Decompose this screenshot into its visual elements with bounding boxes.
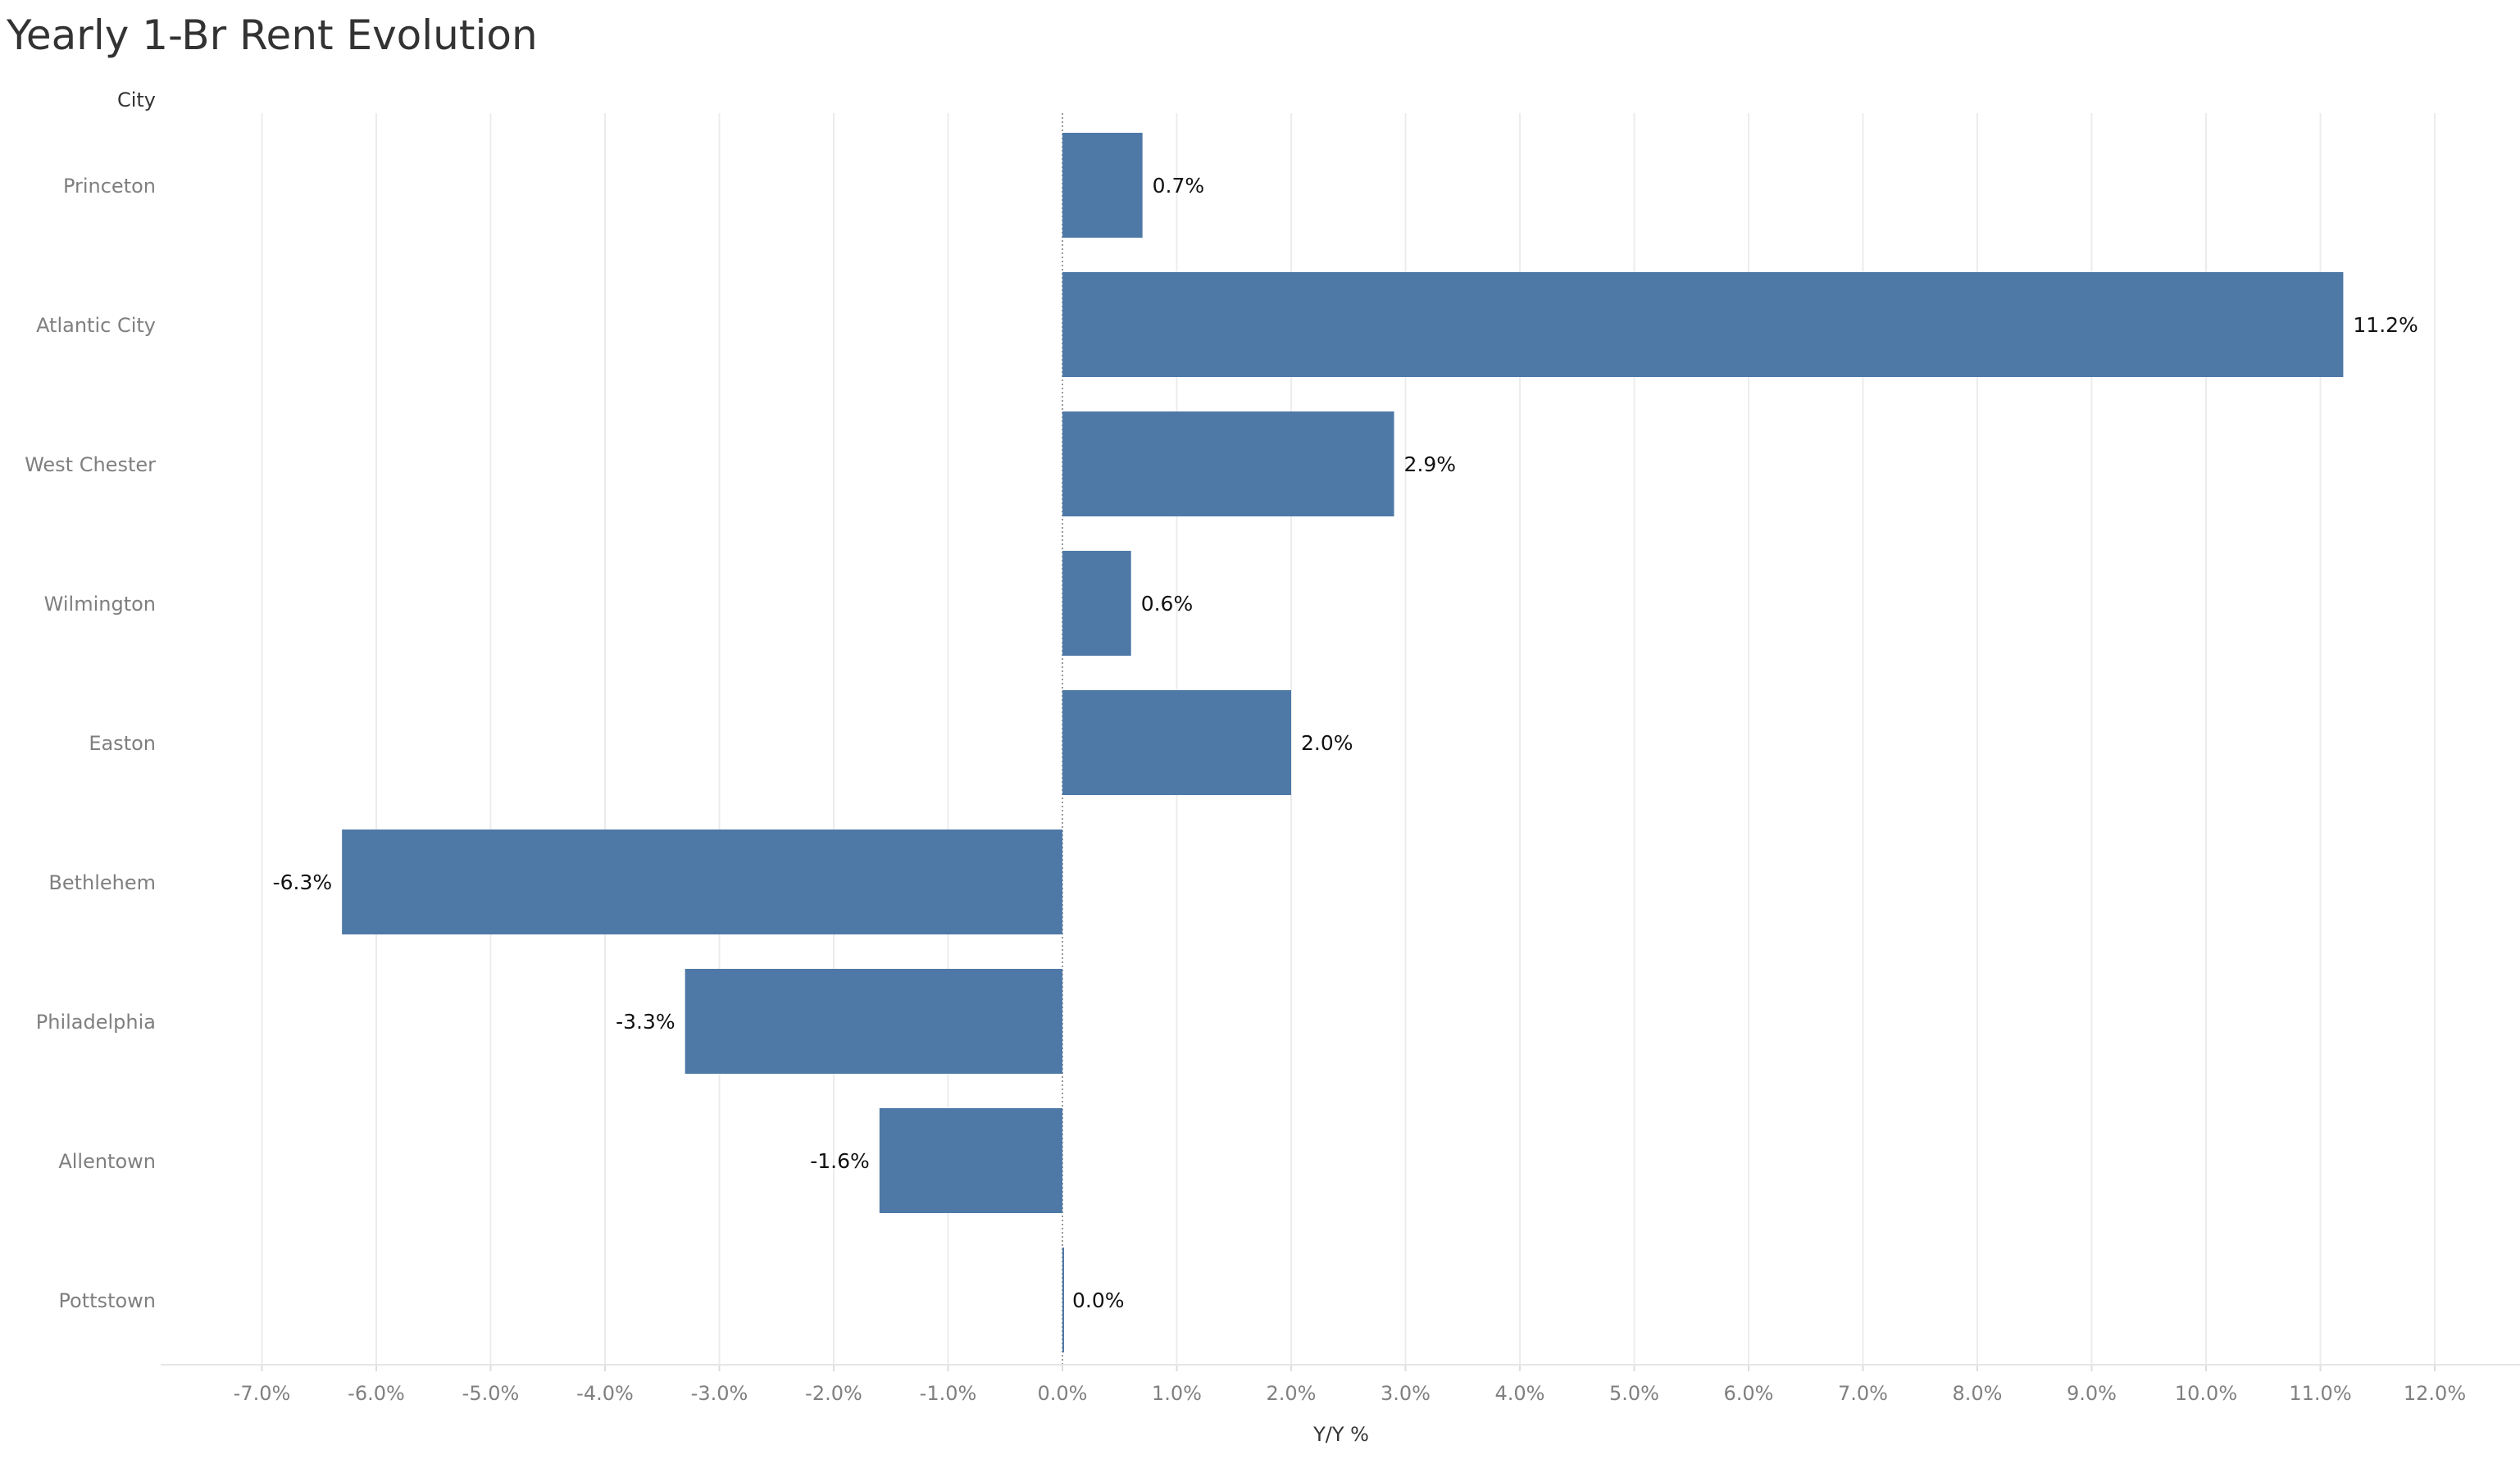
- x-tick-label: 7.0%: [1838, 1382, 1888, 1405]
- x-tick-label: 10.0%: [2175, 1382, 2237, 1405]
- x-tick-label: 0.0%: [1038, 1382, 1088, 1405]
- chart-title: Yearly 1-Br Rent Evolution: [7, 11, 538, 59]
- category-label: Atlantic City: [36, 314, 156, 337]
- x-tick-label: 2.0%: [1267, 1382, 1317, 1405]
- value-label: 0.7%: [1153, 174, 1205, 198]
- x-tick-label: -1.0%: [920, 1382, 977, 1405]
- bars: [342, 133, 2344, 1352]
- x-tick-label: 5.0%: [1609, 1382, 1659, 1405]
- category-label: Wilmington: [44, 593, 156, 616]
- value-label: -6.3%: [273, 870, 333, 894]
- x-tick-label: 8.0%: [1953, 1382, 2003, 1405]
- bar-wilmington: [1062, 551, 1131, 656]
- x-tick-label: -4.0%: [576, 1382, 634, 1405]
- value-label: 0.6%: [1141, 592, 1194, 616]
- value-label: 11.2%: [2353, 313, 2418, 337]
- x-tick-label: 9.0%: [2067, 1382, 2117, 1405]
- x-axis-title: Y/Y %: [1312, 1423, 1369, 1446]
- category-label: Allentown: [58, 1150, 156, 1173]
- x-tick-label: 1.0%: [1152, 1382, 1202, 1405]
- category-label: Philadelphia: [36, 1011, 156, 1034]
- x-tick-label: 6.0%: [1724, 1382, 1774, 1405]
- x-axis-ticks: -7.0% -6.0% -5.0% -4.0% -3.0% -2.0% -1.0% 0.0% 1…: [234, 1365, 2466, 1405]
- category-label: Princeton: [63, 175, 156, 198]
- bar-atlantic-city: [1062, 272, 2344, 377]
- bar-bethlehem: [342, 829, 1062, 934]
- category-labels: Princeton Atlantic City West Chester Wilmin…: [25, 175, 156, 1312]
- x-tick-label: -3.0%: [691, 1382, 748, 1405]
- category-label: West Chester: [25, 453, 156, 476]
- value-labels: 0.7% 11.2% 2.9% 0.6% 2.0% -6.3% -3.3% -1.6% 0.0%: [273, 174, 2418, 1312]
- x-tick-label: -6.0%: [348, 1382, 405, 1405]
- x-tick-label: 3.0%: [1381, 1382, 1431, 1405]
- x-tick-label: 4.0%: [1495, 1382, 1545, 1405]
- bar-princeton: [1062, 133, 1143, 238]
- category-label: Pottstown: [58, 1289, 156, 1312]
- value-label: 0.0%: [1072, 1289, 1125, 1312]
- x-tick-label: 11.0%: [2289, 1382, 2351, 1405]
- value-label: -1.6%: [810, 1149, 870, 1173]
- category-label: Easton: [89, 732, 156, 755]
- bar-west-chester: [1062, 411, 1394, 516]
- value-label: -3.3%: [616, 1010, 675, 1034]
- x-tick-label: -7.0%: [234, 1382, 291, 1405]
- bar-allentown: [879, 1108, 1062, 1213]
- value-label: 2.0%: [1301, 731, 1353, 755]
- x-tick-label: 12.0%: [2404, 1382, 2466, 1405]
- category-header: City: [117, 89, 156, 111]
- value-label: 2.9%: [1404, 452, 1457, 476]
- bar-philadelphia: [685, 969, 1062, 1074]
- category-label: Bethlehem: [48, 871, 156, 894]
- bar-pottstown: [1062, 1248, 1064, 1352]
- x-tick-label: -5.0%: [462, 1382, 520, 1405]
- bar-easton: [1062, 690, 1291, 795]
- x-tick-label: -2.0%: [805, 1382, 862, 1405]
